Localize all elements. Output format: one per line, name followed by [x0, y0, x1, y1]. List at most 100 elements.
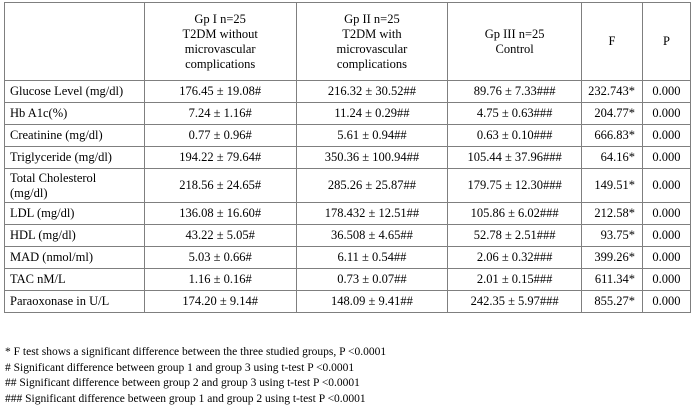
cell-p-value: 0.000: [641, 146, 692, 169]
cell-f-value: 64.16*: [581, 146, 643, 169]
cell-gp1: 136.08 ± 16.60#: [143, 202, 297, 225]
cell-gp2: 350.36 ± 100.94##: [295, 146, 449, 169]
cell-f-value: 666.83*: [581, 124, 643, 147]
footnotes: * F test shows a significant difference …: [5, 345, 386, 407]
cell-p-value: 0.000: [641, 80, 692, 103]
row-label-line: LDL (mg/dl): [10, 206, 75, 220]
cell-f-value: 212.58*: [581, 202, 643, 225]
header-gp1: Gp I n=25 T2DM without microvascular compli…: [143, 2, 297, 81]
cell-f-value: 232.743*: [581, 80, 643, 103]
row-label-line: Paraoxonase in U/L: [10, 294, 110, 308]
footnote-line: ### Significant difference between group…: [5, 392, 366, 405]
cell-gp2: 216.32 ± 30.52##: [295, 80, 449, 103]
cell-gp2: 285.26 ± 25.87##: [295, 168, 449, 203]
cell-gp1: 5.03 ± 0.66#: [143, 246, 297, 269]
table-row: MAD (nmol/ml) 5.03 ± 0.66# 6.11 ± 0.54## 2.…: [4, 246, 692, 269]
row-label: Hb A1c(%): [4, 102, 145, 125]
cell-gp3: 2.06 ± 0.32###: [447, 246, 582, 269]
row-label-line: Hb A1c(%): [10, 106, 68, 120]
cell-gp1: 7.24 ± 1.16#: [143, 102, 297, 125]
cell-f-value: 855.27*: [581, 290, 643, 313]
cell-gp3: 4.75 ± 0.63###: [447, 102, 582, 125]
cell-p-value: 0.000: [641, 202, 692, 225]
header-line: complications: [336, 56, 407, 71]
cell-gp3: 0.63 ± 0.10###: [447, 124, 582, 147]
cell-gp1: 194.22 ± 79.64#: [143, 146, 297, 169]
cell-gp3: 179.75 ± 12.30###: [447, 168, 582, 203]
header-line: P: [663, 34, 670, 48]
cell-gp1: 176.45 ± 19.08#: [143, 80, 297, 103]
row-label-line: (mg/dl): [10, 185, 48, 200]
table-row: Total Cholesterol (mg/dl) 218.56 ± 24.65# 2…: [4, 168, 692, 203]
row-label-line: Triglyceride (mg/dl): [10, 150, 112, 164]
footnote-line: # Significant difference between group 1…: [5, 361, 355, 374]
header-line: microvascular: [184, 41, 256, 56]
results-table-body: Gp I n=25 T2DM without microvascular compli…: [4, 2, 692, 313]
header-gp2: Gp II n=25 T2DM with microvascular complica…: [295, 2, 449, 81]
row-label: HDL (mg/dl): [4, 224, 145, 247]
header-empty: [4, 2, 145, 81]
table-row: HDL (mg/dl) 43.22 ± 5.05# 36.508 ± 4.65## 5…: [4, 224, 692, 247]
header-p: P: [641, 2, 692, 81]
header-line: Gp I n=25: [194, 11, 246, 26]
cell-f-value: 399.26*: [581, 246, 643, 269]
header-line: Control: [495, 41, 534, 56]
cell-gp2: 148.09 ± 9.41##: [295, 290, 449, 313]
row-label-line: Total Cholesterol: [10, 170, 97, 185]
table-row: LDL (mg/dl) 136.08 ± 16.60# 178.432 ± 12.5…: [4, 202, 692, 225]
results-table: Gp I n=25 T2DM without microvascular compli…: [4, 2, 692, 313]
cell-gp1: 218.56 ± 24.65#: [143, 168, 297, 203]
header-line: T2DM with: [342, 26, 402, 41]
table-row: Hb A1c(%) 7.24 ± 1.16# 11.24 ± 0.29## 4.75 …: [4, 102, 692, 125]
cell-p-value: 0.000: [641, 102, 692, 125]
cell-p-value: 0.000: [641, 224, 692, 247]
footnote-line: * F test shows a significant difference …: [5, 346, 387, 358]
header-f: F: [581, 2, 643, 81]
cell-p-value: 0.000: [641, 124, 692, 147]
footnote-line: ## Significant difference between group …: [5, 377, 360, 389]
row-label-line: TAC nM/L: [10, 272, 66, 286]
row-label: Triglyceride (mg/dl): [4, 146, 145, 169]
row-label: Creatinine (mg/dl): [4, 124, 145, 147]
cell-f-value: 149.51*: [581, 168, 643, 203]
cell-f-value: 204.77*: [581, 102, 643, 125]
cell-gp1: 1.16 ± 0.16#: [143, 268, 297, 291]
cell-gp3: 105.86 ± 6.02###: [447, 202, 582, 225]
row-label: Paraoxonase in U/L: [4, 290, 145, 313]
cell-gp1: 43.22 ± 5.05#: [143, 224, 297, 247]
cell-gp1: 0.77 ± 0.96#: [143, 124, 297, 147]
row-label: Total Cholesterol (mg/dl): [4, 168, 145, 203]
cell-gp3: 105.44 ± 37.96###: [447, 146, 582, 169]
header-line: Gp III n=25: [484, 26, 545, 41]
cell-gp3: 89.76 ± 7.33###: [447, 80, 582, 103]
cell-f-value: 93.75*: [581, 224, 643, 247]
cell-gp1: 174.20 ± 9.14#: [143, 290, 297, 313]
row-label: MAD (nmol/ml): [4, 246, 145, 269]
header-row: Gp I n=25 T2DM without microvascular compli…: [4, 2, 692, 81]
row-label-line: Glucose Level (mg/dl): [10, 84, 124, 98]
table-row: Paraoxonase in U/L 174.20 ± 9.14# 148.09 ±…: [4, 290, 692, 313]
cell-gp2: 5.61 ± 0.94##: [295, 124, 449, 147]
cell-gp3: 242.35 ± 5.97###: [447, 290, 582, 313]
header-line: F: [608, 34, 616, 48]
cell-gp2: 11.24 ± 0.29##: [295, 102, 449, 125]
header-line: Gp II n=25: [344, 11, 400, 26]
cell-p-value: 0.000: [641, 246, 692, 269]
header-line: microvascular: [336, 41, 408, 56]
table-row: Glucose Level (mg/dl) 176.45 ± 19.08# 216.…: [4, 80, 692, 103]
cell-gp2: 178.432 ± 12.51##: [295, 202, 449, 225]
cell-gp3: 52.78 ± 2.51###: [447, 224, 582, 247]
header-line: T2DM without: [182, 26, 258, 41]
cell-gp2: 36.508 ± 4.65##: [295, 224, 449, 247]
row-label-line: HDL (mg/dl): [10, 228, 76, 242]
cell-gp3: 2.01 ± 0.15###: [447, 268, 582, 291]
cell-gp2: 0.73 ± 0.07##: [295, 268, 449, 291]
table-row: Triglyceride (mg/dl) 194.22 ± 79.64# 350.3…: [4, 146, 692, 169]
header-line: complications: [185, 56, 256, 71]
cell-p-value: 0.000: [641, 268, 692, 291]
table-row: Creatinine (mg/dl) 0.77 ± 0.96# 5.61 ± 0.9…: [4, 124, 692, 147]
cell-p-value: 0.000: [641, 168, 692, 203]
cell-p-value: 0.000: [641, 290, 692, 313]
row-label-line: MAD (nmol/ml): [10, 250, 93, 264]
